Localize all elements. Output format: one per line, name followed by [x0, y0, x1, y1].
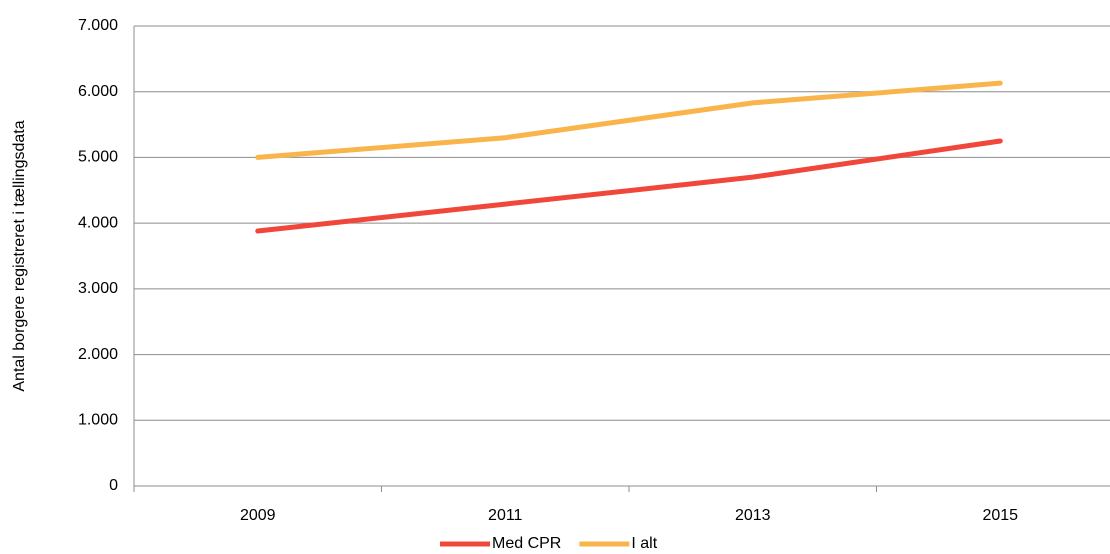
y-tick-label: 6.000	[78, 83, 118, 100]
y-tick-label: 1.000	[78, 412, 118, 429]
y-tick-label: 4.000	[78, 214, 118, 231]
legend-label: I alt	[631, 535, 657, 552]
x-tick-label: 2015	[982, 507, 1018, 524]
y-tick-label: 5.000	[78, 149, 118, 166]
y-tick-label: 3.000	[78, 280, 118, 297]
y-tick-label: 2.000	[78, 346, 118, 363]
y-axis-label: Antal borgere registreret i tællingsdata	[11, 120, 28, 391]
x-tick-label: 2011	[488, 507, 523, 524]
y-tick-label: 7.000	[78, 17, 118, 34]
y-tick-label: 0	[109, 477, 118, 494]
series-line	[255, 138, 1003, 234]
legend-label: Med CPR	[492, 535, 561, 552]
series-line	[255, 80, 1003, 160]
x-tick-label: 2013	[735, 507, 771, 524]
x-tick-label: 2009	[240, 507, 276, 524]
